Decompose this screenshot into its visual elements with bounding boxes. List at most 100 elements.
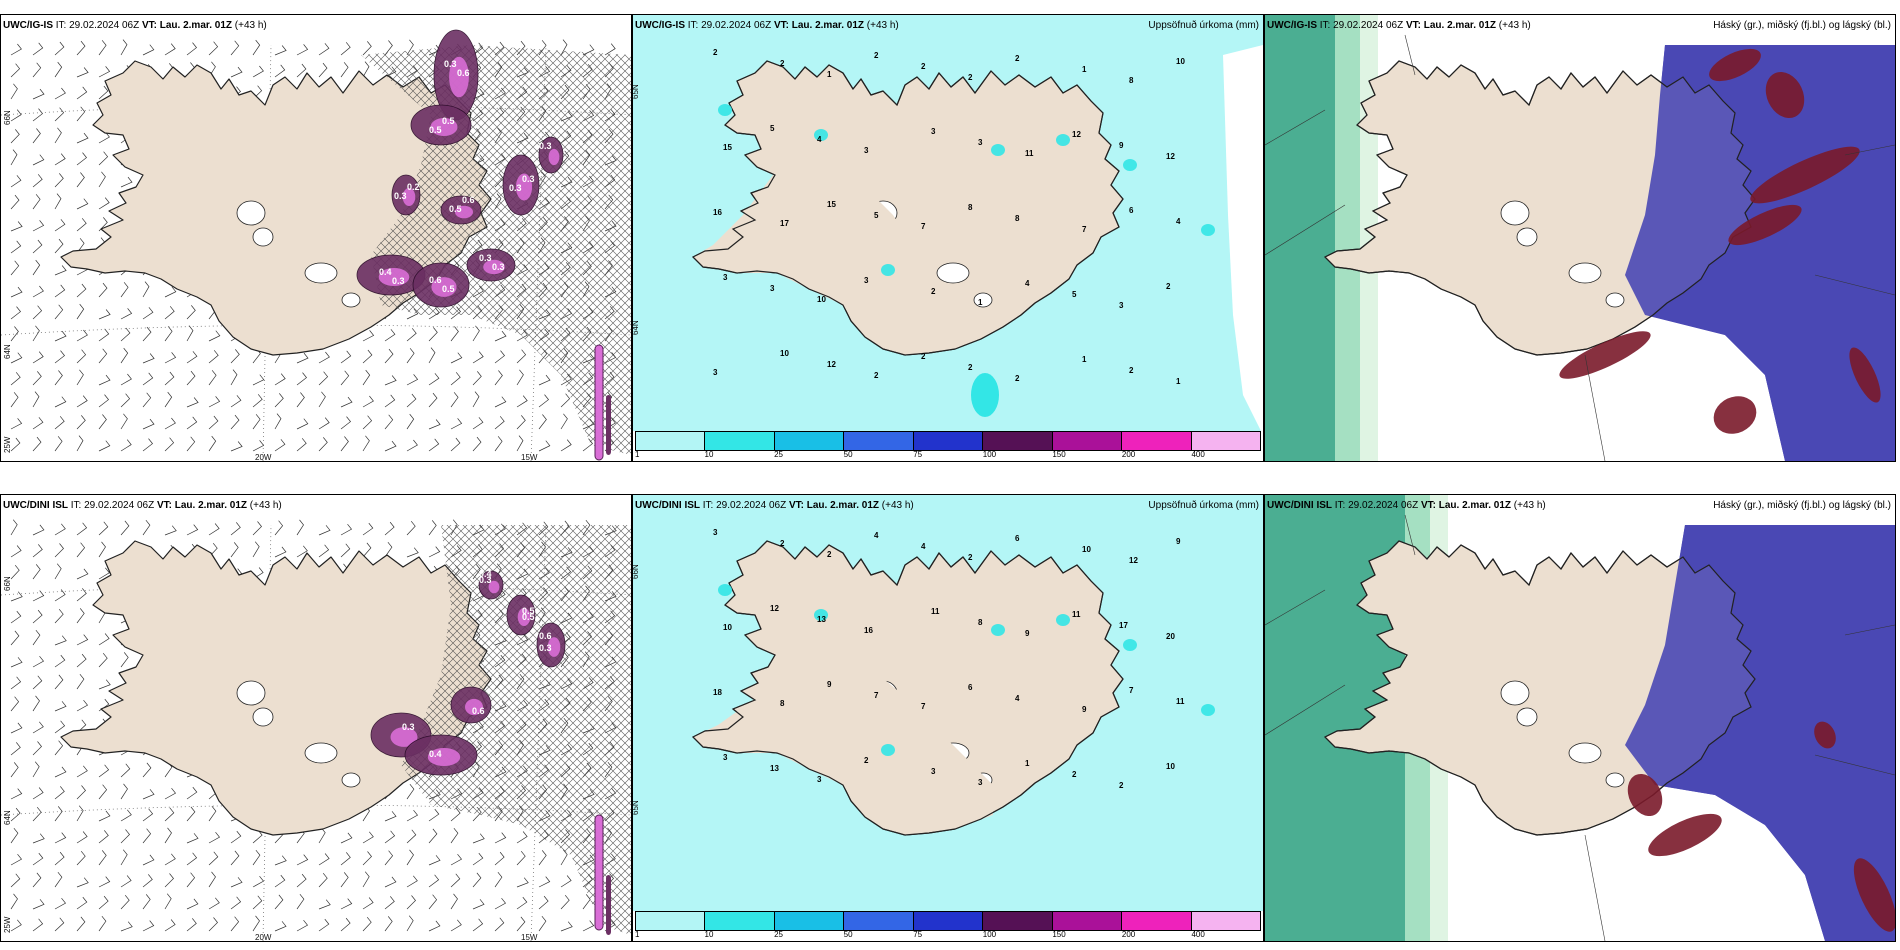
low-cloud-area <box>1765 71 1805 119</box>
wind-barb <box>10 326 19 342</box>
wind-snow-map: 0.40.50.30.30.40.60.30.50.6 <box>1 519 631 941</box>
wind-barb <box>406 439 418 452</box>
legend-tick-label: 10 <box>704 930 714 939</box>
border-line <box>1814 274 1895 296</box>
wind-barb <box>76 40 86 56</box>
wind-barb <box>10 696 20 712</box>
precip-map: 3224426101291012131611891117201889776497… <box>633 495 1263 941</box>
legend-tick-label: 200 <box>1121 930 1136 939</box>
precip-label: 12 <box>1072 130 1081 139</box>
wind-barb <box>10 352 23 364</box>
wind-barb <box>120 652 129 668</box>
precip-spot <box>1056 134 1070 146</box>
wind-barb <box>10 788 23 800</box>
snow-area-light <box>483 259 505 275</box>
snow-area-light <box>390 727 418 747</box>
snow-label: 0.5 <box>449 204 462 214</box>
wind-barb <box>450 919 462 932</box>
snow-label: 0.3 <box>402 722 415 732</box>
wind-barb <box>494 897 507 910</box>
legend-swatch <box>983 432 1053 450</box>
wind-barb <box>516 831 528 844</box>
wind-barb <box>186 806 196 822</box>
precip-label: 7 <box>1082 225 1087 234</box>
wind-barb <box>10 372 21 386</box>
precip-label: 2 <box>1015 374 1020 383</box>
wind-barb <box>120 176 133 188</box>
wind-barb <box>10 893 18 910</box>
wind-barb <box>296 854 309 866</box>
snow-label: 0.6 <box>457 68 470 78</box>
wind-barb <box>252 440 265 452</box>
legend-swatch <box>844 912 914 930</box>
legend-ticks: 1 10 25 50 75 100 150 200 400 <box>635 449 1261 459</box>
wind-barb <box>538 915 547 932</box>
wind-barb <box>406 413 415 430</box>
wind-barb <box>362 522 374 536</box>
wind-barb <box>296 352 309 364</box>
legend-swatch <box>1052 432 1123 450</box>
wind-barb <box>54 193 62 210</box>
wind-barb <box>362 916 372 932</box>
precip-label: 10 <box>723 623 732 632</box>
precip-label: 5 <box>770 124 775 133</box>
precip-spot <box>1123 159 1137 171</box>
wind-barb <box>494 917 505 932</box>
wind-barb <box>428 808 440 822</box>
wind-barb <box>516 435 524 452</box>
wind-barb <box>516 896 528 910</box>
legend-swatch <box>1191 912 1260 930</box>
precip-label: 2 <box>1015 54 1020 63</box>
legend-tick-label: 75 <box>913 930 923 939</box>
panel-header: UWC/DINI ISL IT: 29.02.2024 06Z VT: Lau.… <box>3 500 282 511</box>
wind-barb <box>76 653 87 668</box>
precip-label: 3 <box>817 775 822 784</box>
wind-barb <box>186 416 198 430</box>
wind-barb <box>10 437 21 452</box>
glacier-outline <box>236 680 266 706</box>
precip-label: 1 <box>1176 377 1181 386</box>
precip-label: 3 <box>770 284 775 293</box>
legend-tick-label: 1 <box>635 450 640 459</box>
wind-barb <box>98 567 110 580</box>
panel-top-wind: UWC/IG-IS IT: 29.02.2024 06Z VT: Lau. 2.… <box>0 14 632 462</box>
wind-barb <box>10 807 21 822</box>
precip-label: 16 <box>713 208 722 217</box>
wind-barb <box>54 41 65 56</box>
precip-spot <box>881 744 895 756</box>
wind-barb <box>362 542 372 558</box>
border-line <box>1584 354 1606 461</box>
lon-label-15w: 15W <box>521 933 538 942</box>
snow-area-light <box>547 637 561 657</box>
wind-barb <box>428 920 441 932</box>
glacier-outline <box>236 200 266 226</box>
legend-swatch <box>705 432 775 450</box>
snow-area-light <box>455 205 473 219</box>
wind-barb <box>450 418 463 430</box>
wind-barb <box>10 610 22 624</box>
wind-barb <box>76 369 84 386</box>
wind-barb <box>32 695 40 712</box>
wind-barb <box>142 762 152 778</box>
snow-area-light <box>515 173 533 201</box>
wind-barb <box>186 325 194 342</box>
wind-barb <box>10 392 19 408</box>
precip-legend: 1 10 25 50 75 100 150 200 400 <box>633 911 1263 941</box>
wind-barb <box>142 789 155 800</box>
wind-barb <box>252 394 263 408</box>
border-line <box>1404 34 1416 76</box>
wind-barb <box>98 784 108 800</box>
wind-barb <box>98 850 107 866</box>
wind-barb <box>538 394 549 408</box>
precip-label: 16 <box>864 626 873 635</box>
wind-barb <box>142 854 155 866</box>
wind-barb <box>164 787 177 800</box>
wind-barb <box>252 849 261 866</box>
wind-barb <box>428 419 441 430</box>
wind-barb <box>54 589 66 602</box>
wind-barb <box>230 916 240 932</box>
legend-tick-label: 200 <box>1121 450 1136 459</box>
dry-land-area <box>693 650 993 835</box>
wind-barb <box>10 306 21 320</box>
wind-barb <box>120 763 131 778</box>
